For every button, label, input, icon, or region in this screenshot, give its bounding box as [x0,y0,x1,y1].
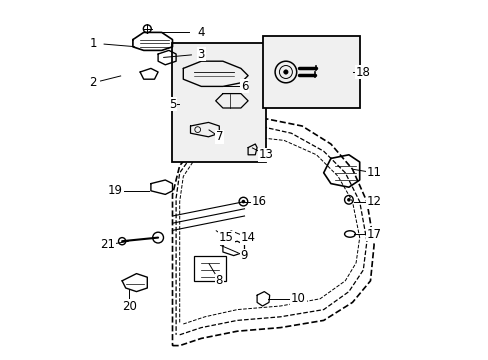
Text: 10: 10 [290,292,305,305]
Text: 15: 15 [219,231,233,244]
Text: 12: 12 [366,195,381,208]
Text: 17: 17 [366,228,381,240]
Text: 9: 9 [240,249,248,262]
Text: 18: 18 [355,66,370,78]
Text: 14: 14 [240,231,255,244]
Circle shape [283,70,287,74]
Text: 1: 1 [89,37,97,50]
Text: 21: 21 [100,238,115,251]
Text: 2: 2 [89,76,97,89]
Text: 7: 7 [215,130,223,143]
Bar [172,43,265,162]
Text: 13: 13 [258,148,273,161]
Text: 19: 19 [107,184,122,197]
Bar [262,36,359,108]
Text: 5: 5 [168,98,176,111]
Text: 6: 6 [240,80,248,93]
Text: 11: 11 [366,166,381,179]
Text: 20: 20 [122,300,137,312]
Text: 16: 16 [251,195,266,208]
Text: 3: 3 [197,48,204,60]
Bar [194,256,226,281]
Circle shape [346,198,350,202]
Text: 8: 8 [215,274,223,287]
Circle shape [241,200,244,203]
Text: 4: 4 [197,26,204,39]
